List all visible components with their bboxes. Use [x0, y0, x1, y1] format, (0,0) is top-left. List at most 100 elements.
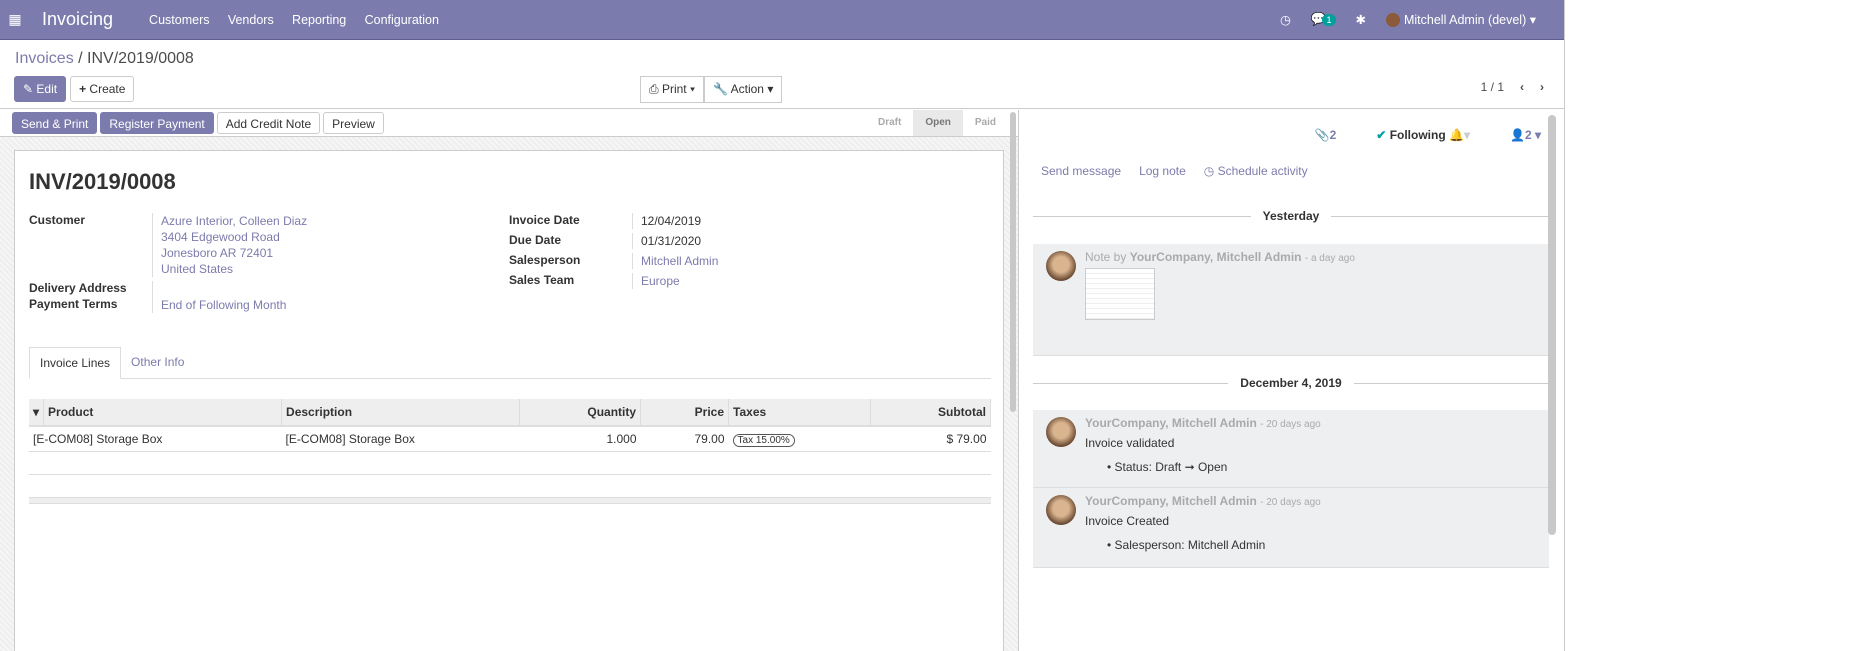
customer-group: Customer Azure Interior, Colleen Diaz 340… [29, 213, 307, 317]
due-date-value: 01/31/2020 [641, 234, 702, 248]
log-note-button[interactable]: Log note [1139, 164, 1186, 178]
form-scrollbar[interactable] [1010, 112, 1016, 412]
edit-button[interactable]: ✎ Edit [14, 76, 67, 102]
followers-count: 2 [1524, 128, 1532, 142]
payment-terms-value[interactable]: End of Following Month [161, 298, 287, 312]
col-price[interactable]: Price [640, 399, 730, 427]
tax-tag: Tax 15.00% [732, 434, 795, 447]
action-label: Action [730, 82, 764, 96]
attachments-button[interactable]: 📎2 [1315, 128, 1337, 142]
cell-quantity: 1.000 [519, 426, 641, 452]
invoice-date-label: Invoice Date [509, 213, 633, 229]
cell-subtotal: $ 79.00 [870, 426, 991, 452]
stage-paid: Paid [962, 110, 1008, 136]
schedule-activity-button[interactable]: ◷ Schedule activity [1204, 164, 1308, 178]
col-product[interactable]: Product [43, 399, 283, 427]
message-date: - 20 days ago [1260, 419, 1321, 430]
date-separator: December 4, 2019 [1033, 376, 1549, 398]
due-date-label: Due Date [509, 233, 633, 249]
chatter-scrollbar[interactable] [1548, 115, 1556, 535]
date-separator-label: Yesterday [1250, 209, 1332, 223]
table-row[interactable]: [E-COM08] Storage Box [E-COM08] Storage … [29, 426, 991, 452]
date-separator: Yesterday [1033, 209, 1549, 231]
attachment-thumbnail[interactable] [1085, 268, 1155, 320]
action-dropdown[interactable]: 🔧 Action ▾ [704, 76, 783, 103]
breadcrumb-current: INV/2019/0008 [87, 50, 194, 67]
clock-icon: ◷ [1203, 164, 1218, 178]
send-print-button[interactable]: Send & Print [12, 112, 98, 134]
message-author[interactable]: YourCompany, Mitchell Admin [1085, 494, 1257, 508]
message-body: Invoice validated [1085, 436, 1175, 450]
create-button[interactable]: + Create [70, 76, 135, 102]
wrench-icon: 🔧 [713, 82, 731, 96]
print-icon: ⎙ [649, 82, 662, 96]
message-author[interactable]: YourCompany, Mitchell Admin [1085, 416, 1257, 430]
address-line: Jonesboro AR 72401 [161, 246, 274, 260]
salesperson-label: Salesperson [509, 253, 633, 269]
message-date: - a day ago [1304, 253, 1355, 264]
avatar [1046, 417, 1076, 447]
send-message-button[interactable]: Send message [1041, 164, 1122, 178]
menu-vendors[interactable]: Vendors [227, 12, 274, 27]
customer-name[interactable]: Azure Interior, Colleen Diaz [161, 214, 308, 228]
col-subtotal[interactable]: Subtotal [870, 399, 991, 427]
menu-customers[interactable]: Customers [149, 12, 210, 27]
sort-caret-icon[interactable]: ▾ [29, 399, 45, 427]
tab-invoice-lines[interactable]: Invoice Lines [29, 347, 122, 379]
messages-icon[interactable]: 💬1 [1311, 12, 1336, 27]
tab-other-info[interactable]: Other Info [131, 355, 185, 369]
pager: 1 / 1 ‹ › [1481, 80, 1544, 94]
tracking-text: Status: Draft ➞ Open [1114, 460, 1228, 474]
add-credit-note-button[interactable]: Add Credit Note [216, 112, 321, 134]
menu-reporting[interactable]: Reporting [292, 12, 347, 27]
cell-product: [E-COM08] Storage Box [29, 426, 282, 452]
pager-previous-icon[interactable]: ‹ [1520, 80, 1524, 94]
pencil-icon: ✎ [23, 82, 37, 96]
following-button[interactable]: ✔ Following 🔔▾ [1376, 128, 1470, 142]
customer-address[interactable]: Azure Interior, Colleen Diaz 3404 Edgewoo… [153, 213, 307, 277]
user-menu[interactable]: Mitchell Admin (devel) ▾ [1385, 12, 1536, 28]
preview-button[interactable]: Preview [323, 112, 384, 134]
plus-icon: + [79, 82, 90, 96]
user-name: Mitchell Admin (devel) [1403, 12, 1527, 27]
app-title: Invoicing [42, 9, 114, 29]
apps-menu-icon[interactable]: ▦ [8, 11, 22, 27]
col-taxes[interactable]: Taxes [728, 399, 872, 427]
pager-value: 1 / 1 [1480, 80, 1504, 94]
menu-configuration[interactable]: Configuration [364, 12, 439, 27]
col-quantity[interactable]: Quantity [519, 399, 642, 427]
message-author[interactable]: YourCompany, Mitchell Admin [1129, 250, 1302, 264]
app: ▦ Invoicing Customers Vendors Reporting … [0, 0, 1565, 651]
debug-bug-icon[interactable]: ✱ [1355, 12, 1366, 27]
breadcrumb-invoices[interactable]: Invoices [15, 50, 74, 67]
address-line: United States [161, 262, 234, 276]
edit-label: Edit [36, 82, 58, 96]
message: Note by YourCompany, Mitchell Admin - a … [1033, 244, 1549, 356]
chatter-topbar: 📎2 ✔ Following 🔔▾ 👤2 ▾ [1315, 128, 1541, 142]
stage-open: Open [913, 110, 963, 136]
salesperson-value[interactable]: Mitchell Admin [641, 254, 719, 268]
register-payment-button[interactable]: Register Payment [100, 112, 214, 134]
check-icon: ✔ [1376, 128, 1390, 142]
chatter: 📎2 ✔ Following 🔔▾ 👤2 ▾ Send message Log … [1018, 110, 1564, 651]
col-description[interactable]: Description [281, 399, 521, 427]
avatar [1385, 13, 1400, 28]
payment-terms-label: Payment Terms [29, 297, 153, 313]
cell-price: 79.00 [640, 426, 729, 452]
cell-description: [E-COM08] Storage Box [281, 426, 520, 452]
pager-next-icon[interactable]: › [1540, 80, 1544, 94]
user-icon: 👤 [1510, 128, 1525, 142]
notebook-tabs: Invoice Lines Other Info [29, 347, 991, 379]
schedule-activity-label: Schedule activity [1217, 164, 1308, 178]
message-date: - 20 days ago [1260, 497, 1321, 508]
print-dropdown[interactable]: ⎙ Print ▾ [640, 76, 704, 103]
bell-icon[interactable]: 🔔▾ [1449, 128, 1470, 142]
activity-clock-icon[interactable]: ◷ [1279, 12, 1291, 27]
tracking-value: • Salesperson: Mitchell Admin [1107, 538, 1266, 552]
following-label: Following [1389, 128, 1446, 142]
sales-team-value[interactable]: Europe [641, 274, 680, 288]
followers-button[interactable]: 👤2 ▾ [1510, 128, 1541, 142]
cell-taxes: Tax 15.00% [728, 426, 871, 452]
empty-row [29, 474, 991, 498]
sales-team-label: Sales Team [509, 273, 633, 289]
